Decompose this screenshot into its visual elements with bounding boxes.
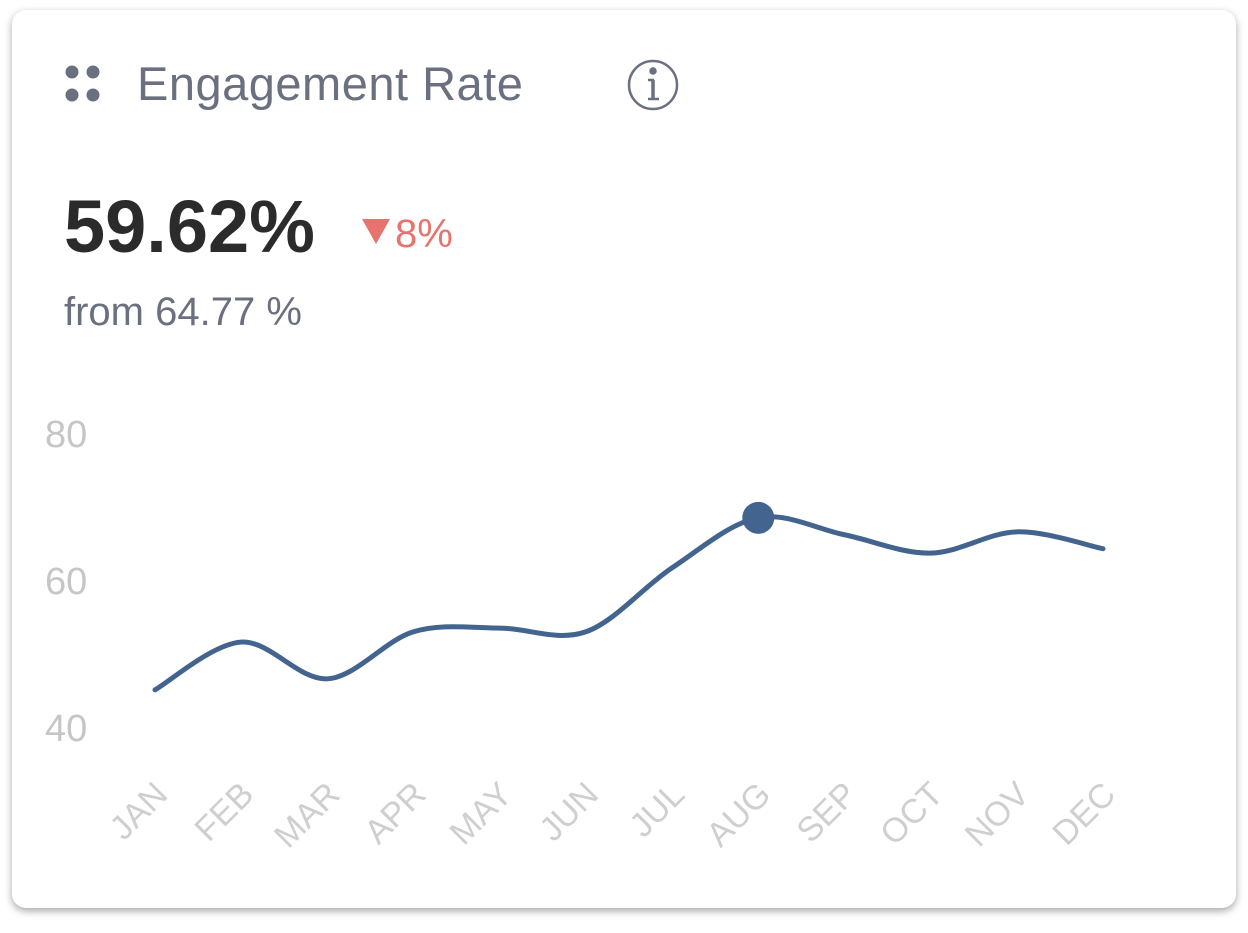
x-tick-label: APR bbox=[357, 775, 433, 851]
down-arrow bbox=[362, 219, 390, 244]
x-tick-label: JAN bbox=[103, 775, 175, 847]
y-tick-label: 80 bbox=[45, 414, 87, 456]
x-tick-label: DEC bbox=[1045, 775, 1123, 853]
card bbox=[12, 10, 1236, 908]
kpi-change: 8% bbox=[395, 212, 453, 256]
line bbox=[152, 514, 1106, 693]
x-tick-label: OCT bbox=[873, 775, 951, 853]
info-icon[interactable] bbox=[627, 59, 679, 111]
y-tick-label: 40 bbox=[45, 708, 87, 750]
kpi-from: from 64.77 % bbox=[64, 290, 302, 334]
kpi-value: 59.62% bbox=[64, 185, 315, 268]
y-tick-label: 60 bbox=[45, 561, 87, 603]
x-tick-label: AUG bbox=[699, 775, 778, 854]
x-tick-label: MAR bbox=[267, 775, 347, 855]
x-tick-label: JUN bbox=[532, 775, 606, 849]
x-tick-label: FEB bbox=[188, 775, 262, 849]
x-tick-label: MAY bbox=[443, 775, 520, 852]
x-tick-label: JUL bbox=[622, 775, 692, 845]
card-title: Engagement Rate bbox=[137, 57, 524, 110]
x-tick-label: NOV bbox=[958, 775, 1037, 854]
highlight-point bbox=[742, 501, 775, 534]
drag-handle[interactable] bbox=[65, 65, 100, 102]
x-tick-label: SEP bbox=[789, 775, 864, 850]
